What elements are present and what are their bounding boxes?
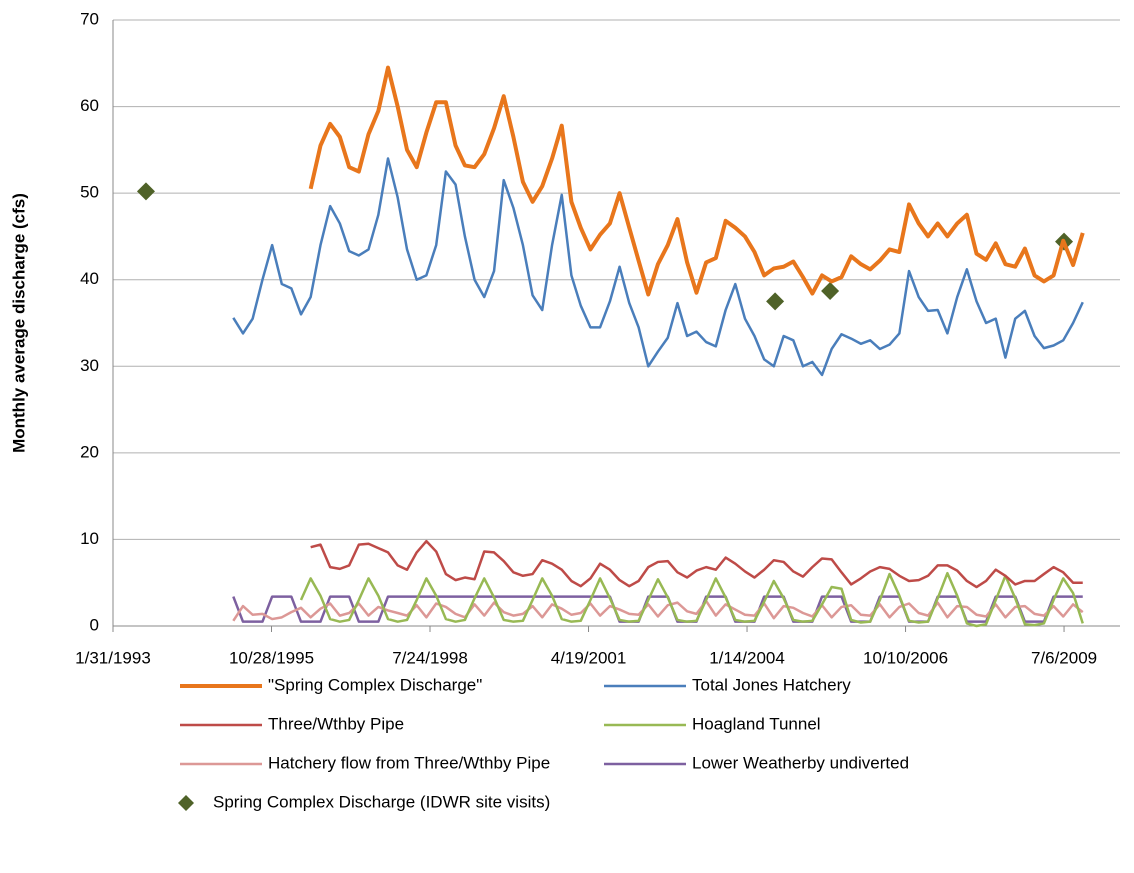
series-line xyxy=(232,595,1083,623)
y-tick-label: 50 xyxy=(80,183,99,202)
y-axis-title: Monthly average discharge (cfs) xyxy=(9,193,28,453)
series-line xyxy=(308,65,1085,297)
legend-label: Three/Wthby Pipe xyxy=(268,714,404,733)
x-tick-label: 7/6/2009 xyxy=(1031,648,1097,667)
legend-label: Spring Complex Discharge (IDWR site visi… xyxy=(213,792,550,811)
y-tick-label: 70 xyxy=(80,9,99,28)
data-point xyxy=(766,292,785,311)
legend-label: Lower Weatherby undiverted xyxy=(692,753,909,772)
y-tick-label: 20 xyxy=(80,442,99,461)
legend-label: Total Jones Hatchery xyxy=(692,675,851,694)
y-tick-label: 40 xyxy=(80,269,99,288)
series-line xyxy=(232,599,1084,622)
data-point xyxy=(821,281,840,300)
x-tick-label: 7/24/1998 xyxy=(392,648,468,667)
legend-label: Hoagland Tunnel xyxy=(692,714,821,733)
y-tick-label: 0 xyxy=(90,615,99,634)
legend-label: Hatchery flow from Three/Wthby Pipe xyxy=(268,753,550,772)
series-line xyxy=(299,571,1084,628)
series-line xyxy=(232,157,1084,377)
legend-label: "Spring Complex Discharge" xyxy=(268,675,482,694)
y-tick-label: 60 xyxy=(80,96,99,115)
y-tick-label: 10 xyxy=(80,529,99,548)
x-tick-label: 10/28/1995 xyxy=(229,648,314,667)
series-line xyxy=(310,539,1083,589)
y-tick-label: 30 xyxy=(80,356,99,375)
data-point xyxy=(136,182,155,201)
x-tick-label: 4/19/2001 xyxy=(551,648,627,667)
legend-marker xyxy=(178,795,194,811)
x-tick-label: 1/14/2004 xyxy=(709,648,785,667)
x-tick-label: 1/31/1993 xyxy=(75,648,151,667)
x-tick-label: 10/10/2006 xyxy=(863,648,948,667)
